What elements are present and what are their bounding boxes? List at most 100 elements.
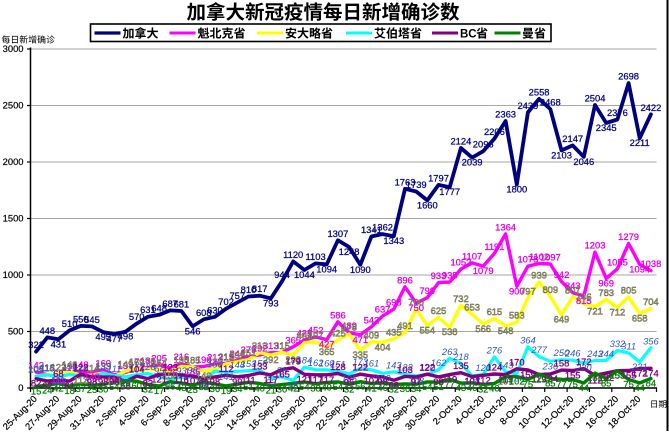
svg-text:15: 15 bbox=[31, 385, 41, 396]
svg-text:1800: 1800 bbox=[506, 184, 527, 195]
svg-text:797: 797 bbox=[520, 285, 536, 296]
svg-text:98: 98 bbox=[187, 364, 198, 375]
svg-text:150: 150 bbox=[162, 370, 178, 381]
svg-text:133: 133 bbox=[95, 361, 111, 372]
svg-text:276: 276 bbox=[486, 344, 503, 355]
svg-text:1094: 1094 bbox=[316, 263, 337, 274]
svg-text:119: 119 bbox=[442, 374, 457, 385]
svg-text:102: 102 bbox=[509, 376, 525, 387]
svg-text:220: 220 bbox=[575, 362, 592, 373]
svg-text:404: 404 bbox=[375, 341, 391, 352]
svg-text:32: 32 bbox=[143, 383, 153, 394]
svg-text:54: 54 bbox=[422, 381, 432, 392]
svg-text:161: 161 bbox=[364, 357, 380, 368]
svg-text:172: 172 bbox=[129, 356, 145, 367]
svg-text:108: 108 bbox=[464, 375, 480, 386]
svg-text:101: 101 bbox=[498, 376, 514, 387]
svg-text:431: 431 bbox=[51, 338, 67, 349]
svg-text:452: 452 bbox=[308, 324, 324, 335]
svg-text:489: 489 bbox=[341, 320, 357, 331]
svg-text:32: 32 bbox=[478, 383, 488, 394]
svg-text:205: 205 bbox=[151, 352, 167, 363]
svg-text:101: 101 bbox=[106, 376, 122, 387]
svg-text:98: 98 bbox=[120, 376, 131, 387]
svg-text:1094: 1094 bbox=[629, 263, 650, 274]
svg-text:111: 111 bbox=[241, 375, 255, 386]
svg-text:2096: 2096 bbox=[473, 139, 494, 150]
svg-text:36: 36 bbox=[400, 383, 410, 394]
svg-text:2124: 2124 bbox=[450, 136, 471, 147]
svg-text:43: 43 bbox=[456, 382, 466, 393]
svg-text:30: 30 bbox=[277, 384, 287, 395]
svg-text:30: 30 bbox=[98, 384, 108, 395]
svg-text:933: 933 bbox=[431, 270, 447, 281]
svg-text:231: 231 bbox=[631, 361, 648, 372]
svg-text:653: 653 bbox=[464, 302, 480, 313]
svg-text:111: 111 bbox=[107, 363, 121, 374]
svg-text:365: 365 bbox=[319, 346, 335, 357]
svg-text:1055: 1055 bbox=[607, 256, 628, 267]
svg-text:243: 243 bbox=[586, 348, 603, 359]
svg-text:2422: 2422 bbox=[640, 102, 661, 113]
svg-text:435: 435 bbox=[386, 326, 402, 337]
svg-text:1044: 1044 bbox=[294, 269, 315, 280]
svg-text:98: 98 bbox=[210, 376, 220, 387]
svg-text:2345: 2345 bbox=[596, 122, 617, 133]
svg-text:46: 46 bbox=[377, 382, 387, 393]
svg-text:746: 746 bbox=[576, 291, 592, 302]
svg-text:365: 365 bbox=[285, 334, 301, 345]
svg-text:143: 143 bbox=[386, 359, 402, 370]
svg-text:44: 44 bbox=[634, 382, 644, 393]
svg-text:122: 122 bbox=[531, 373, 547, 384]
svg-text:477: 477 bbox=[106, 333, 122, 344]
svg-text:546: 546 bbox=[185, 325, 201, 336]
svg-text:2376: 2376 bbox=[607, 107, 628, 118]
svg-text:942: 942 bbox=[554, 269, 570, 280]
svg-text:176: 176 bbox=[162, 367, 178, 378]
svg-text:2500: 2500 bbox=[3, 100, 24, 111]
svg-text:155: 155 bbox=[621, 370, 637, 381]
svg-text:118: 118 bbox=[40, 362, 55, 373]
svg-text:112: 112 bbox=[219, 363, 234, 374]
svg-text:62: 62 bbox=[42, 380, 52, 391]
svg-text:38: 38 bbox=[310, 383, 320, 394]
svg-text:118: 118 bbox=[40, 362, 55, 373]
svg-text:121: 121 bbox=[151, 373, 167, 384]
svg-text:56: 56 bbox=[165, 381, 175, 392]
svg-text:155: 155 bbox=[565, 370, 581, 381]
svg-text:545: 545 bbox=[84, 314, 100, 325]
svg-text:185: 185 bbox=[185, 366, 201, 377]
svg-text:313: 313 bbox=[252, 340, 268, 351]
svg-text:554: 554 bbox=[419, 324, 435, 335]
svg-text:1103: 1103 bbox=[306, 251, 326, 262]
svg-text:25: 25 bbox=[187, 384, 197, 395]
svg-text:1102: 1102 bbox=[529, 251, 549, 262]
svg-text:471: 471 bbox=[352, 334, 368, 345]
svg-text:37: 37 bbox=[76, 383, 86, 394]
svg-text:3000: 3000 bbox=[3, 43, 24, 54]
svg-text:548: 548 bbox=[498, 325, 514, 336]
svg-text:133: 133 bbox=[252, 361, 268, 372]
svg-text:1090: 1090 bbox=[350, 264, 371, 275]
svg-text:2468: 2468 bbox=[540, 97, 561, 108]
svg-text:93: 93 bbox=[266, 377, 277, 388]
svg-text:1203: 1203 bbox=[585, 240, 606, 251]
svg-text:122: 122 bbox=[397, 362, 413, 373]
svg-text:143: 143 bbox=[498, 359, 514, 370]
svg-text:21: 21 bbox=[266, 385, 276, 396]
svg-text:550: 550 bbox=[73, 313, 89, 324]
svg-text:128: 128 bbox=[330, 361, 346, 372]
svg-text:757: 757 bbox=[229, 290, 245, 301]
svg-text:98: 98 bbox=[433, 376, 443, 387]
svg-text:119: 119 bbox=[62, 362, 78, 373]
svg-text:153: 153 bbox=[241, 358, 257, 369]
svg-text:104: 104 bbox=[129, 364, 145, 375]
svg-text:263: 263 bbox=[441, 346, 458, 357]
svg-text:120: 120 bbox=[475, 362, 491, 373]
svg-text:2039: 2039 bbox=[462, 157, 483, 168]
svg-text:2000: 2000 bbox=[3, 156, 24, 167]
svg-text:170: 170 bbox=[207, 356, 223, 367]
svg-text:2504: 2504 bbox=[585, 93, 606, 104]
svg-text:218: 218 bbox=[452, 351, 469, 362]
svg-text:112: 112 bbox=[476, 374, 491, 385]
